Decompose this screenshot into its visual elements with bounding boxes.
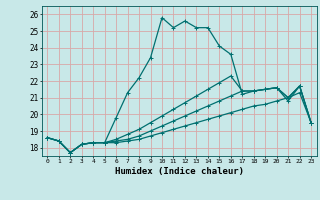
X-axis label: Humidex (Indice chaleur): Humidex (Indice chaleur) — [115, 167, 244, 176]
